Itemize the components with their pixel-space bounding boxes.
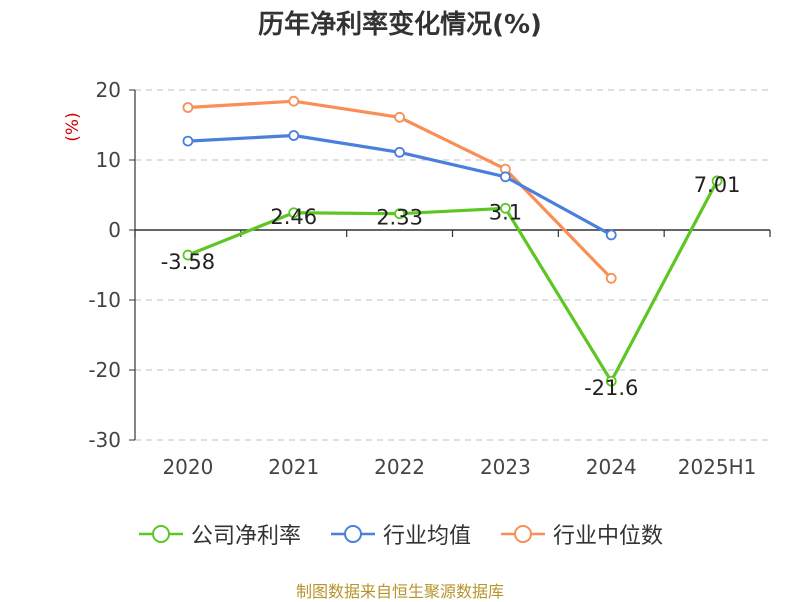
x-tick-label: 2023: [480, 455, 531, 479]
legend-line-marker-icon: [138, 525, 183, 543]
legend-label: 行业均值: [382, 524, 471, 549]
y-tick-label: 20: [96, 78, 121, 102]
y-tick-label: 0: [108, 218, 121, 242]
y-axis-label: (%): [63, 112, 83, 141]
data-label: 2.33: [376, 206, 423, 230]
data-label: 3.1: [489, 200, 522, 224]
data-point: [394, 208, 405, 220]
series-line: [186, 99, 613, 280]
data-point: [711, 175, 723, 187]
legend-item[interactable]: 公司净利率: [137, 518, 301, 550]
chart-title: 历年净利率变化情况(%): [258, 10, 542, 40]
data-point: [605, 272, 617, 284]
x-tick-label: 2022: [374, 455, 425, 479]
axes: 20 10 0 -10 -20 -30 2020 2021 2022 2023 2024 2025H1: [88, 78, 771, 479]
grid-lines: [135, 89, 770, 441]
series: [182, 95, 723, 387]
legend: 公司净利率 行业均值 行业中位数: [0, 518, 800, 550]
data-point: [394, 111, 405, 123]
x-tick-label: 2025H1: [678, 455, 757, 479]
legend-line-marker-icon: [501, 525, 545, 543]
data-point: [182, 102, 194, 113]
legend-item[interactable]: 行业均值: [329, 518, 471, 550]
legend-label: 行业中位数: [553, 524, 664, 549]
legend-label: 公司净利率: [190, 524, 301, 549]
source-note: 制图数据来自恒生聚源数据库: [295, 582, 504, 601]
legend-line-marker-icon: [330, 525, 375, 543]
data-point: [605, 375, 617, 387]
x-tick-label: 2020: [162, 455, 213, 479]
data-point: [605, 229, 617, 241]
y-tick-label: -30: [88, 428, 121, 452]
data-label: 2.46: [270, 205, 317, 229]
data-point: [394, 146, 405, 158]
data-point: [182, 135, 194, 147]
data-label: -3.58: [161, 250, 215, 274]
y-tick-label: -10: [88, 288, 121, 312]
y-tick-label: -20: [88, 358, 121, 382]
x-tick-label: 2021: [268, 455, 319, 479]
legend-item[interactable]: 行业中位数: [499, 518, 663, 550]
x-tick-label: 2024: [586, 455, 637, 479]
data-point: [288, 95, 300, 107]
data-point: [288, 130, 300, 141]
data-point: [182, 249, 194, 261]
data-labels: -3.58 2.46 2.33 3.1 -21.6 7.01: [161, 173, 741, 400]
data-label: -21.6: [584, 376, 638, 400]
series-line: [186, 179, 719, 383]
y-tick-label: 10: [96, 148, 121, 172]
data-point: [288, 207, 300, 219]
data-point: [500, 202, 511, 214]
data-point: [500, 171, 511, 183]
data-label: 7.01: [694, 173, 741, 197]
